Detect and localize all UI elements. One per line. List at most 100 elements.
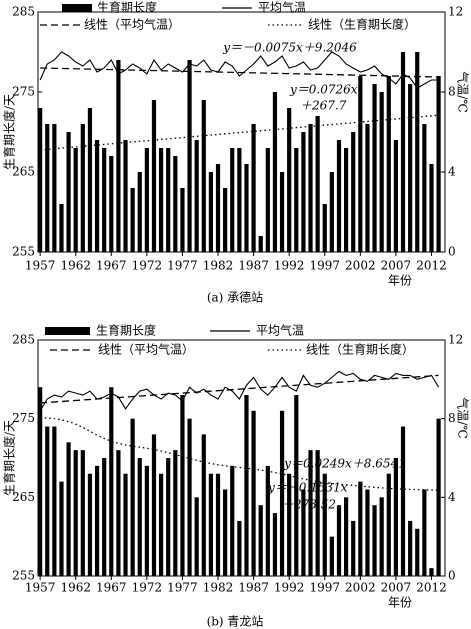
x-tick-label: 1982 — [203, 259, 234, 273]
bar — [315, 116, 320, 252]
y2-tick-label: 0 — [448, 245, 456, 259]
bar — [436, 418, 441, 576]
bar — [343, 148, 349, 252]
y-tick-label: 275 — [12, 411, 35, 425]
bar — [429, 568, 434, 576]
bar — [400, 426, 406, 576]
bar — [358, 76, 363, 252]
x-tick-label: 1972 — [132, 259, 163, 273]
bar — [52, 426, 57, 576]
legend-swatch — [62, 4, 92, 12]
bar — [258, 505, 263, 576]
legend-label: 线性（生育期长度） — [306, 342, 414, 357]
y-axis-label: 生育期长度/天 — [2, 420, 17, 496]
bar — [329, 536, 334, 576]
bar — [102, 148, 107, 252]
bar — [279, 172, 285, 252]
bar — [102, 458, 107, 576]
bar — [308, 124, 313, 252]
bar — [415, 52, 420, 252]
x-tick-label: 1977 — [167, 259, 198, 273]
bar — [415, 528, 420, 576]
trend-equation: ＋273.52 — [282, 498, 336, 512]
bar — [52, 124, 57, 252]
y2-tick-label: 8 — [448, 411, 456, 425]
series-line — [39, 370, 440, 412]
bar — [59, 481, 64, 576]
bar — [393, 140, 399, 252]
bar — [336, 140, 342, 252]
bar — [116, 450, 121, 576]
y-tick-label: 265 — [12, 490, 35, 504]
x-tick-label: 1967 — [96, 259, 127, 273]
bar — [244, 164, 249, 252]
bar — [73, 148, 78, 252]
bar — [215, 164, 221, 252]
bar — [301, 489, 306, 576]
x-tick-label: 2002 — [345, 259, 376, 273]
y-tick-label: 285 — [12, 5, 35, 19]
bar — [194, 497, 199, 576]
bar — [123, 140, 128, 252]
bar — [109, 387, 114, 576]
bar — [329, 172, 334, 252]
bar — [358, 481, 363, 576]
y-tick-label: 255 — [12, 569, 35, 583]
legend-label: 线性（平均气温） — [98, 342, 194, 357]
y-tick-label: 255 — [12, 245, 35, 259]
bar — [294, 395, 299, 576]
bar — [137, 172, 142, 252]
series-line — [40, 114, 439, 151]
bar — [265, 148, 270, 252]
bar — [208, 172, 214, 252]
x-tick-label: 1992 — [274, 581, 305, 595]
y-tick-label: 275 — [12, 85, 35, 99]
bar — [80, 450, 85, 576]
bar — [59, 204, 64, 252]
bar — [45, 124, 50, 252]
bar — [158, 473, 164, 576]
bar — [322, 204, 327, 252]
bar — [66, 442, 71, 576]
bar — [258, 236, 263, 252]
bar — [287, 473, 292, 576]
y2-tick-label: 12 — [448, 5, 463, 19]
trend-equation: y＝－0.0075x＋9.2046 — [222, 41, 357, 55]
bar — [137, 458, 142, 576]
trend-equation: y＝0.0726x — [289, 83, 358, 97]
bar — [408, 84, 413, 252]
bar — [187, 60, 192, 252]
x-tick-label: 2012 — [416, 259, 447, 273]
bar — [336, 505, 342, 576]
bar — [130, 418, 135, 576]
bar — [379, 497, 384, 576]
bar — [230, 148, 235, 252]
x-tick-label: 1962 — [60, 581, 91, 595]
bar — [386, 76, 391, 252]
legend-label: 线性（生育期长度） — [308, 17, 416, 32]
bar — [208, 473, 214, 576]
bar — [116, 60, 121, 252]
legend-label: 平均气温 — [258, 0, 306, 15]
bar — [87, 473, 93, 576]
bar — [343, 497, 349, 576]
x-tick-label: 2012 — [416, 581, 447, 595]
x-tick-label: 2007 — [381, 259, 412, 273]
bar — [365, 124, 370, 252]
bar — [272, 92, 278, 252]
y-tick-label: 285 — [12, 333, 35, 347]
bar — [223, 489, 228, 576]
x-tick-label: 1992 — [274, 259, 305, 273]
bar — [173, 450, 178, 576]
bar — [237, 520, 242, 576]
bar — [201, 100, 206, 252]
x-axis-label: 年份 — [388, 274, 412, 288]
y-axis-label: 生育期长度/天 — [2, 94, 17, 170]
bar — [223, 188, 228, 252]
bar — [422, 489, 427, 576]
bar — [400, 52, 406, 252]
bar — [94, 140, 100, 252]
bar — [393, 458, 399, 576]
y2-tick-label: 4 — [448, 490, 456, 504]
